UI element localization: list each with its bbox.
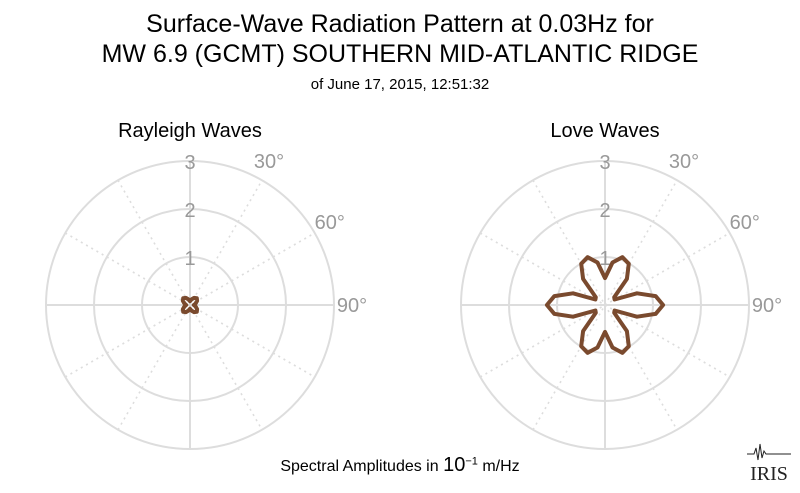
caption-unit: m/Hz — [477, 458, 520, 475]
love-waves-radial-tick-label: 1 — [599, 248, 610, 270]
caption-prefix: Spectral Amplitudes in — [280, 458, 444, 475]
rayleigh-waves-grid-circle — [45, 160, 335, 450]
rayleigh-waves-angle-tick-label: 60° — [315, 212, 345, 234]
love-waves-angle-tick-label: 90° — [752, 295, 782, 317]
love-waves-radiation-curve — [544, 255, 666, 355]
chart-title-line2: MW 6.9 (GCMT) SOUTHERN MID-ATLANTIC RIDG… — [101, 40, 699, 68]
chart-subtitle: of June 17, 2015, 12:51:32 — [310, 76, 490, 93]
rayleigh-waves-radial-tick-label: 3 — [184, 152, 195, 174]
love-waves-radial-tick-label: 3 — [599, 152, 610, 174]
love-waves-angle-tick-label: 30° — [669, 151, 699, 173]
rayleigh-waves-grid-circle — [141, 256, 239, 354]
chart-title-line1: Surface-Wave Radiation Pattern at 0.03Hz… — [146, 10, 654, 38]
rayleigh-waves-radial-tick-label: 2 — [184, 200, 195, 222]
love-waves-grid-circle — [508, 208, 702, 402]
rayleigh-waves-grid-circle — [93, 208, 287, 402]
love-waves-grid-circle — [460, 160, 750, 450]
rayleigh-waves-angle-tick-label: 30° — [254, 151, 284, 173]
iris-logo: IRIS — [747, 443, 791, 485]
rayleigh-waves-radial-tick-label: 1 — [184, 248, 195, 270]
love-waves-title: Love Waves — [550, 120, 659, 142]
love-waves-radial-tick-label: 2 — [599, 200, 610, 222]
rayleigh-waves-radiation-curve — [180, 295, 200, 315]
rayleigh-waves-title: Rayleigh Waves — [118, 120, 262, 142]
amplitude-units-caption: Spectral Amplitudes in 10−1 m/Hz — [0, 454, 800, 477]
rayleigh-waves-angle-tick-label: 90° — [337, 295, 367, 317]
love-waves-grid-circle — [556, 256, 654, 354]
caption-exponent: −1 — [465, 455, 478, 468]
love-waves-angle-tick-label: 60° — [730, 212, 760, 234]
logo-lettering: IRIS — [750, 463, 788, 485]
caption-base: 10 — [443, 454, 466, 476]
